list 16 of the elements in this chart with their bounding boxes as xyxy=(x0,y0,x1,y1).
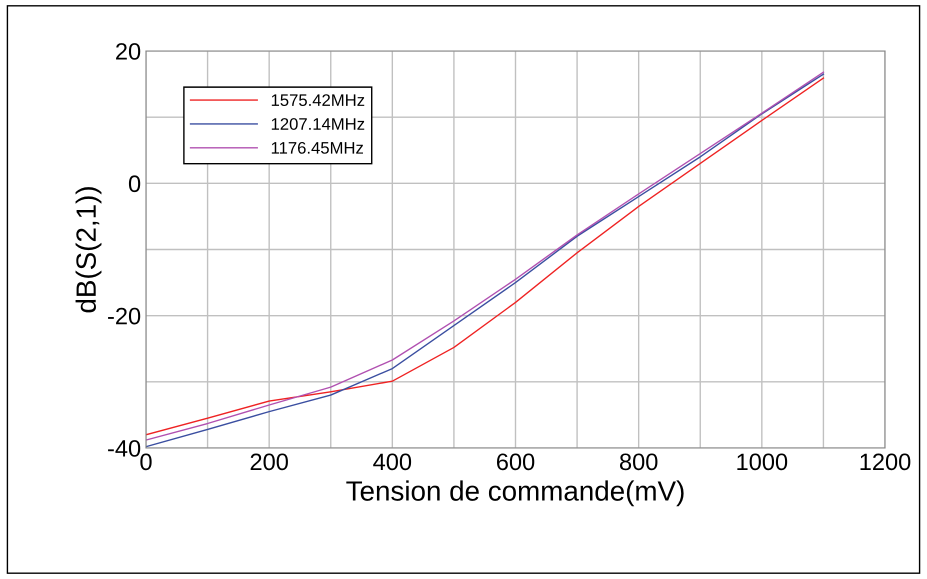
legend-label: 1575.42MHz xyxy=(272,94,364,106)
y-tick-label: 20 xyxy=(116,43,140,60)
x-tick-label: 400 xyxy=(373,453,412,470)
y-tick-label: -20 xyxy=(108,308,140,324)
x-tick-label: 0 xyxy=(140,453,152,470)
legend-label: 1207.14MHz xyxy=(272,118,364,130)
x-tick-label: 1200 xyxy=(860,453,910,470)
legend-label: 1176.45MHz xyxy=(272,142,363,154)
x-tick-label: 600 xyxy=(497,453,534,470)
y-tick-label: -40 xyxy=(108,440,140,457)
x-axis-title: Tension de commande(mV) xyxy=(346,480,684,506)
y-axis-title: dB(S(2,1)) xyxy=(76,187,102,312)
x-tick-label: 1000 xyxy=(737,453,788,470)
x-tick-label: 200 xyxy=(250,453,288,470)
y-tick-label: 0 xyxy=(128,175,140,192)
x-tick-label: 800 xyxy=(620,453,658,470)
